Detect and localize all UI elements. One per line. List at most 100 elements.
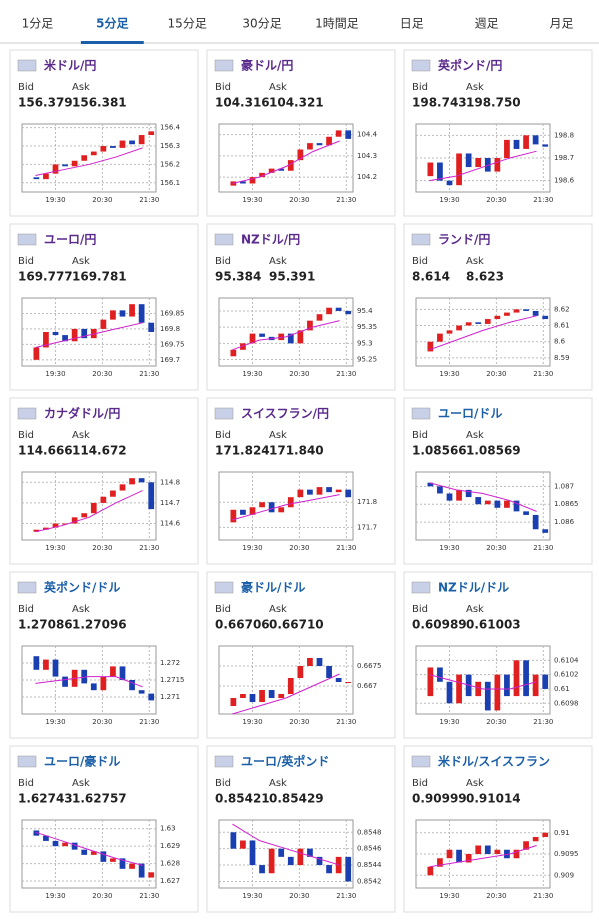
- tab[interactable]: 5分足: [96, 16, 128, 31]
- y-tick-label: 1.628: [160, 860, 180, 868]
- tab[interactable]: 15分足: [168, 17, 207, 31]
- candle: [90, 851, 97, 855]
- x-tick-label: 20:30: [92, 196, 112, 204]
- candle: [446, 180, 453, 186]
- ask-value: 169.781: [72, 270, 127, 284]
- x-tick-label: 21:30: [336, 196, 356, 204]
- x-tick-label: 21:30: [336, 544, 356, 552]
- moving-average: [429, 315, 537, 351]
- candle: [532, 310, 539, 316]
- candle: [307, 143, 313, 150]
- candle: [326, 487, 332, 493]
- bid-label: Bid: [18, 82, 34, 93]
- candle: [307, 489, 313, 495]
- candle: [542, 315, 549, 320]
- y-tick-label: 198.8: [554, 131, 574, 139]
- candle: [437, 858, 443, 867]
- tab[interactable]: 1分足: [22, 17, 54, 31]
- bid-label: Bid: [18, 430, 34, 441]
- pair-name: ランド/円: [438, 233, 490, 247]
- bid-value: 0.66706: [215, 618, 270, 632]
- tab[interactable]: 日足: [400, 17, 424, 31]
- candle: [100, 851, 107, 862]
- candle: [345, 310, 352, 315]
- bid-value: 0.90999: [412, 792, 467, 806]
- x-tick-label: 19:30: [242, 196, 262, 204]
- tab[interactable]: 月足: [550, 17, 574, 31]
- candle: [437, 667, 443, 682]
- candle: [278, 168, 285, 171]
- y-tick-label: 156.2: [160, 160, 180, 168]
- candle: [504, 139, 510, 158]
- bid-label: Bid: [215, 430, 231, 441]
- ask-value: 0.91014: [466, 792, 521, 806]
- candle: [504, 674, 510, 697]
- pair-name: ユーロ/豪ドル: [44, 754, 120, 769]
- candle: [523, 841, 529, 850]
- tab[interactable]: 1時間足: [315, 17, 359, 31]
- candle: [326, 865, 332, 874]
- ask-value: 8.623: [466, 270, 504, 284]
- ask-label: Ask: [72, 430, 90, 441]
- y-tick-label: 198.7: [554, 154, 574, 162]
- flag: [411, 407, 431, 420]
- ask-label: Ask: [466, 82, 484, 93]
- ask-label: Ask: [72, 82, 90, 93]
- candle: [484, 845, 491, 854]
- x-tick-label: 21:30: [336, 892, 356, 900]
- candle: [446, 330, 453, 334]
- candle: [523, 660, 529, 697]
- candle: [465, 489, 472, 498]
- tab[interactable]: 30分足: [242, 17, 281, 31]
- bid-label: Bid: [215, 256, 231, 267]
- x-tick-label: 19:30: [439, 718, 459, 726]
- candle: [427, 162, 434, 177]
- candle: [475, 158, 482, 168]
- candle: [278, 507, 285, 513]
- candle: [542, 144, 549, 147]
- x-tick-label: 20:30: [486, 718, 506, 726]
- candle: [138, 135, 145, 145]
- pair-name: NZドル/円: [241, 233, 300, 247]
- candle: [446, 493, 453, 501]
- candle: [43, 835, 49, 841]
- pair-name: 英ポンド/円: [438, 58, 502, 73]
- moving-average: [35, 676, 143, 688]
- candle: [129, 304, 135, 317]
- moving-average: [429, 845, 537, 868]
- candle: [148, 482, 155, 510]
- pair-name: 米ドル/円: [44, 58, 96, 73]
- candle: [230, 698, 237, 706]
- x-tick-label: 21:30: [533, 544, 553, 552]
- ask-value: 104.321: [269, 96, 324, 110]
- candle: [43, 527, 49, 530]
- candle: [335, 489, 342, 493]
- y-tick-label: 0.6675: [357, 662, 382, 670]
- candle: [494, 849, 501, 854]
- pair-name: NZドル/ドル: [438, 581, 509, 595]
- candle: [33, 347, 40, 360]
- x-tick-label: 19:30: [45, 544, 65, 552]
- bid-label: Bid: [412, 430, 428, 441]
- candle: [307, 848, 313, 857]
- y-tick-label: 1.627: [160, 877, 180, 885]
- x-tick-label: 21:30: [336, 718, 356, 726]
- moving-average: [35, 322, 143, 348]
- candle: [81, 155, 88, 161]
- flag: [17, 59, 37, 72]
- candle: [62, 842, 68, 847]
- y-tick-label: 1.271: [160, 693, 180, 701]
- candle: [542, 529, 549, 533]
- candle: [513, 660, 520, 697]
- x-tick-label: 19:30: [45, 718, 65, 726]
- candle: [335, 678, 342, 682]
- candle: [138, 304, 145, 323]
- tab[interactable]: 週足: [475, 17, 499, 31]
- y-tick-label: 8.61: [554, 322, 570, 330]
- bid-label: Bid: [412, 604, 428, 615]
- x-tick-label: 20:30: [289, 544, 309, 552]
- candle: [129, 863, 135, 869]
- y-tick-label: 0.9095: [554, 850, 579, 858]
- candle: [297, 330, 304, 344]
